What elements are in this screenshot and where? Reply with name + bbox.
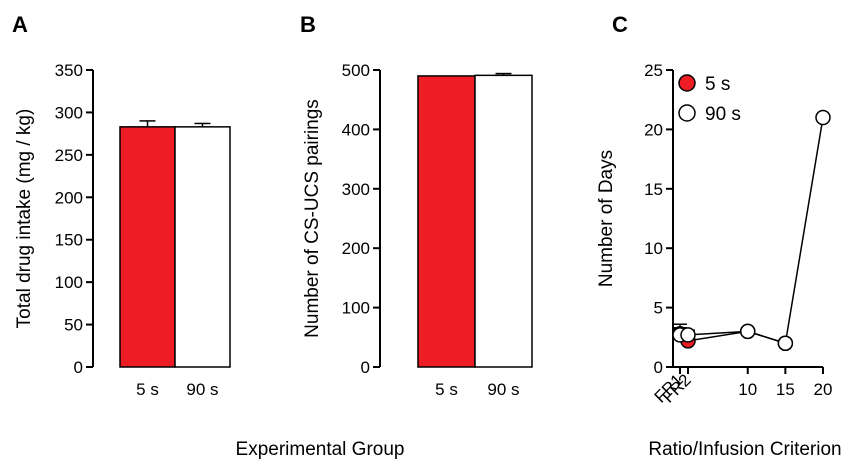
data-point-90s [739,323,756,340]
y-tick-label: 200 [342,239,370,258]
x-axis-label: Ratio/Infusion Criterion [648,439,841,460]
y-tick-label: 200 [55,188,83,207]
y-tick-label: 300 [55,103,83,122]
x-tick-label: 90 s [186,380,218,399]
panel-a: A 0 50 100 150 200 250 300 350 Total drug intake … [12,12,231,399]
x-tick-label: 10 [738,380,757,399]
y-tick-label: 100 [342,299,370,318]
y-tick-label: 350 [55,61,83,80]
bar-90s [474,74,533,368]
x-tick-label: 15 [776,380,795,399]
y-tick-label: 25 [644,61,663,80]
bar-5s [119,126,176,368]
y-tick-label: 400 [342,120,370,139]
shared-x-axis-label: Experimental Group [236,439,405,460]
y-axis-label: Total drug intake (mg / kg) [14,109,35,329]
data-point-90s [680,327,696,343]
panel-letter: B [300,12,316,37]
x-tick-label: 20 [814,380,833,399]
y-tick-label: 500 [342,61,370,80]
y-axis-label: Number of CS-UCS pairings [302,99,323,338]
bar-90s [174,126,231,368]
legend-label: 5 s [705,74,730,95]
legend-marker [678,104,696,122]
data-point-90s [777,335,794,351]
series-line-0 [679,330,786,344]
y-tick-label: 20 [644,120,663,139]
y-tick-label: 150 [55,231,83,250]
panel-letter: C [612,12,628,37]
y-axis-label: Number of Days [596,150,617,287]
y-tick-label: 100 [55,273,83,292]
y-tick-label: 15 [644,180,663,199]
series-line-1 [680,117,824,345]
y-tick-label: 0 [654,358,663,377]
y-tick-label: 5 [654,299,663,318]
legend-marker [678,74,696,92]
legend-label: 90 s [705,104,741,125]
y-tick-label: 0 [361,358,370,377]
data-point-90s [815,109,831,126]
x-tick-label: 5 s [136,380,159,399]
y-tick-label: 10 [644,239,663,258]
x-tick-label: 5 s [435,380,458,399]
y-tick-label: 50 [64,316,83,335]
y-tick-label: 0 [74,358,83,377]
panel-letter: A [12,12,28,37]
panel-b: B 0 100 200 300 400 500 Number of CS-UCS pairin… [300,12,533,399]
y-tick-label: 250 [55,146,83,165]
x-tick-label: 90 s [487,380,519,399]
bar-5s [417,75,476,368]
y-tick-label: 300 [342,180,370,199]
